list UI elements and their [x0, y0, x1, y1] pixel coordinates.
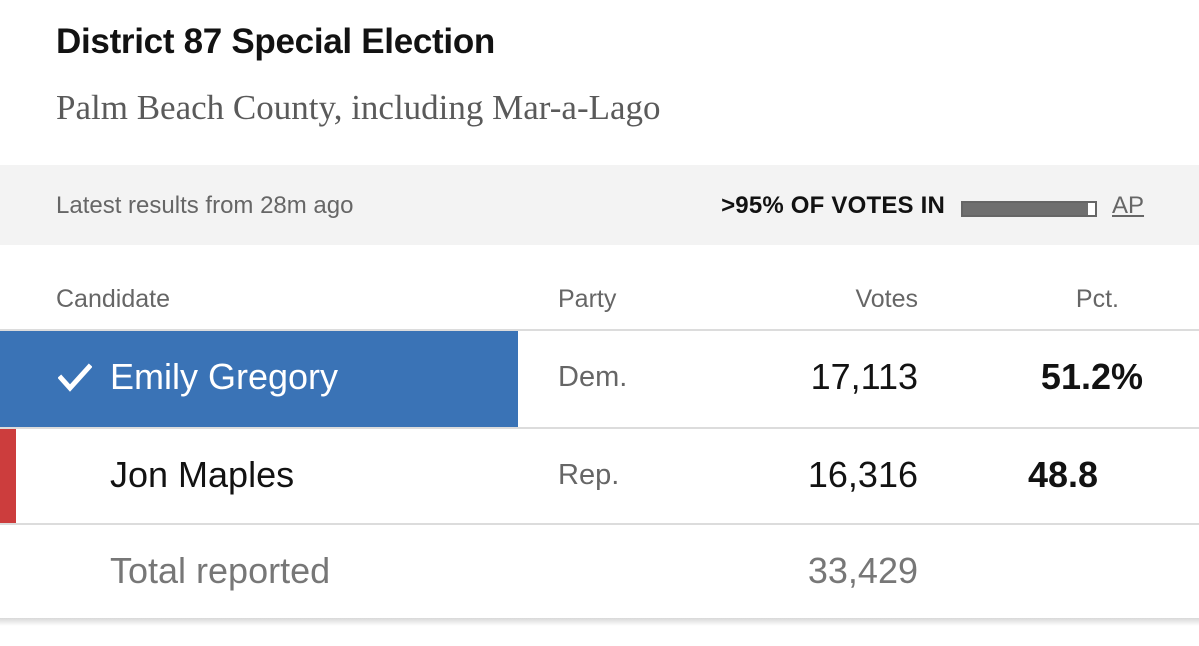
candidate-name: Emily Gregory: [110, 356, 339, 397]
check-icon: [58, 363, 92, 392]
latest-results-text: Latest results from 28m ago: [56, 192, 354, 219]
total-row: Total reported 33,429: [0, 525, 1199, 621]
candidate-pct: 48.8: [1028, 454, 1099, 495]
winner-highlight: [0, 331, 518, 427]
table-row: Jon Maples Rep. 16,316 48.8: [0, 429, 1199, 525]
row-divider: [0, 523, 1199, 525]
party-color-stripe: [0, 429, 16, 525]
candidate-name: Jon Maples: [110, 454, 295, 495]
card-bottom-shadow: [0, 618, 1199, 626]
votes-reporting-bar-fill: [963, 203, 1089, 215]
header-divider: [0, 329, 1199, 331]
source-link-ap[interactable]: AP: [1112, 192, 1145, 219]
candidate-party: Rep.: [558, 459, 620, 491]
candidate-party: Dem.: [558, 361, 628, 393]
row-divider: [0, 427, 1199, 429]
page-title: District 87 Special Election: [56, 22, 495, 61]
votes-reporting-bar: [961, 201, 1097, 217]
column-header-party: Party: [558, 285, 617, 313]
candidate-votes: 16,316: [807, 454, 918, 495]
table-row: Emily Gregory Dem. 17,113 51.2%: [0, 331, 1199, 427]
candidate-pct: 51.2%: [1040, 356, 1143, 397]
total-label: Total reported: [110, 550, 331, 591]
column-header-pct: Pct.: [1075, 285, 1119, 313]
status-bar: Latest results from 28m ago >95% OF VOTE…: [0, 165, 1199, 245]
votes-reporting-label: >95% OF VOTES IN: [721, 192, 945, 219]
candidate-votes: 17,113: [810, 356, 918, 397]
column-header-votes: Votes: [855, 285, 918, 313]
page-subtitle: Palm Beach County, including Mar-a-Lago: [56, 88, 661, 127]
column-header-candidate: Candidate: [56, 285, 170, 313]
total-votes: 33,429: [807, 550, 918, 591]
